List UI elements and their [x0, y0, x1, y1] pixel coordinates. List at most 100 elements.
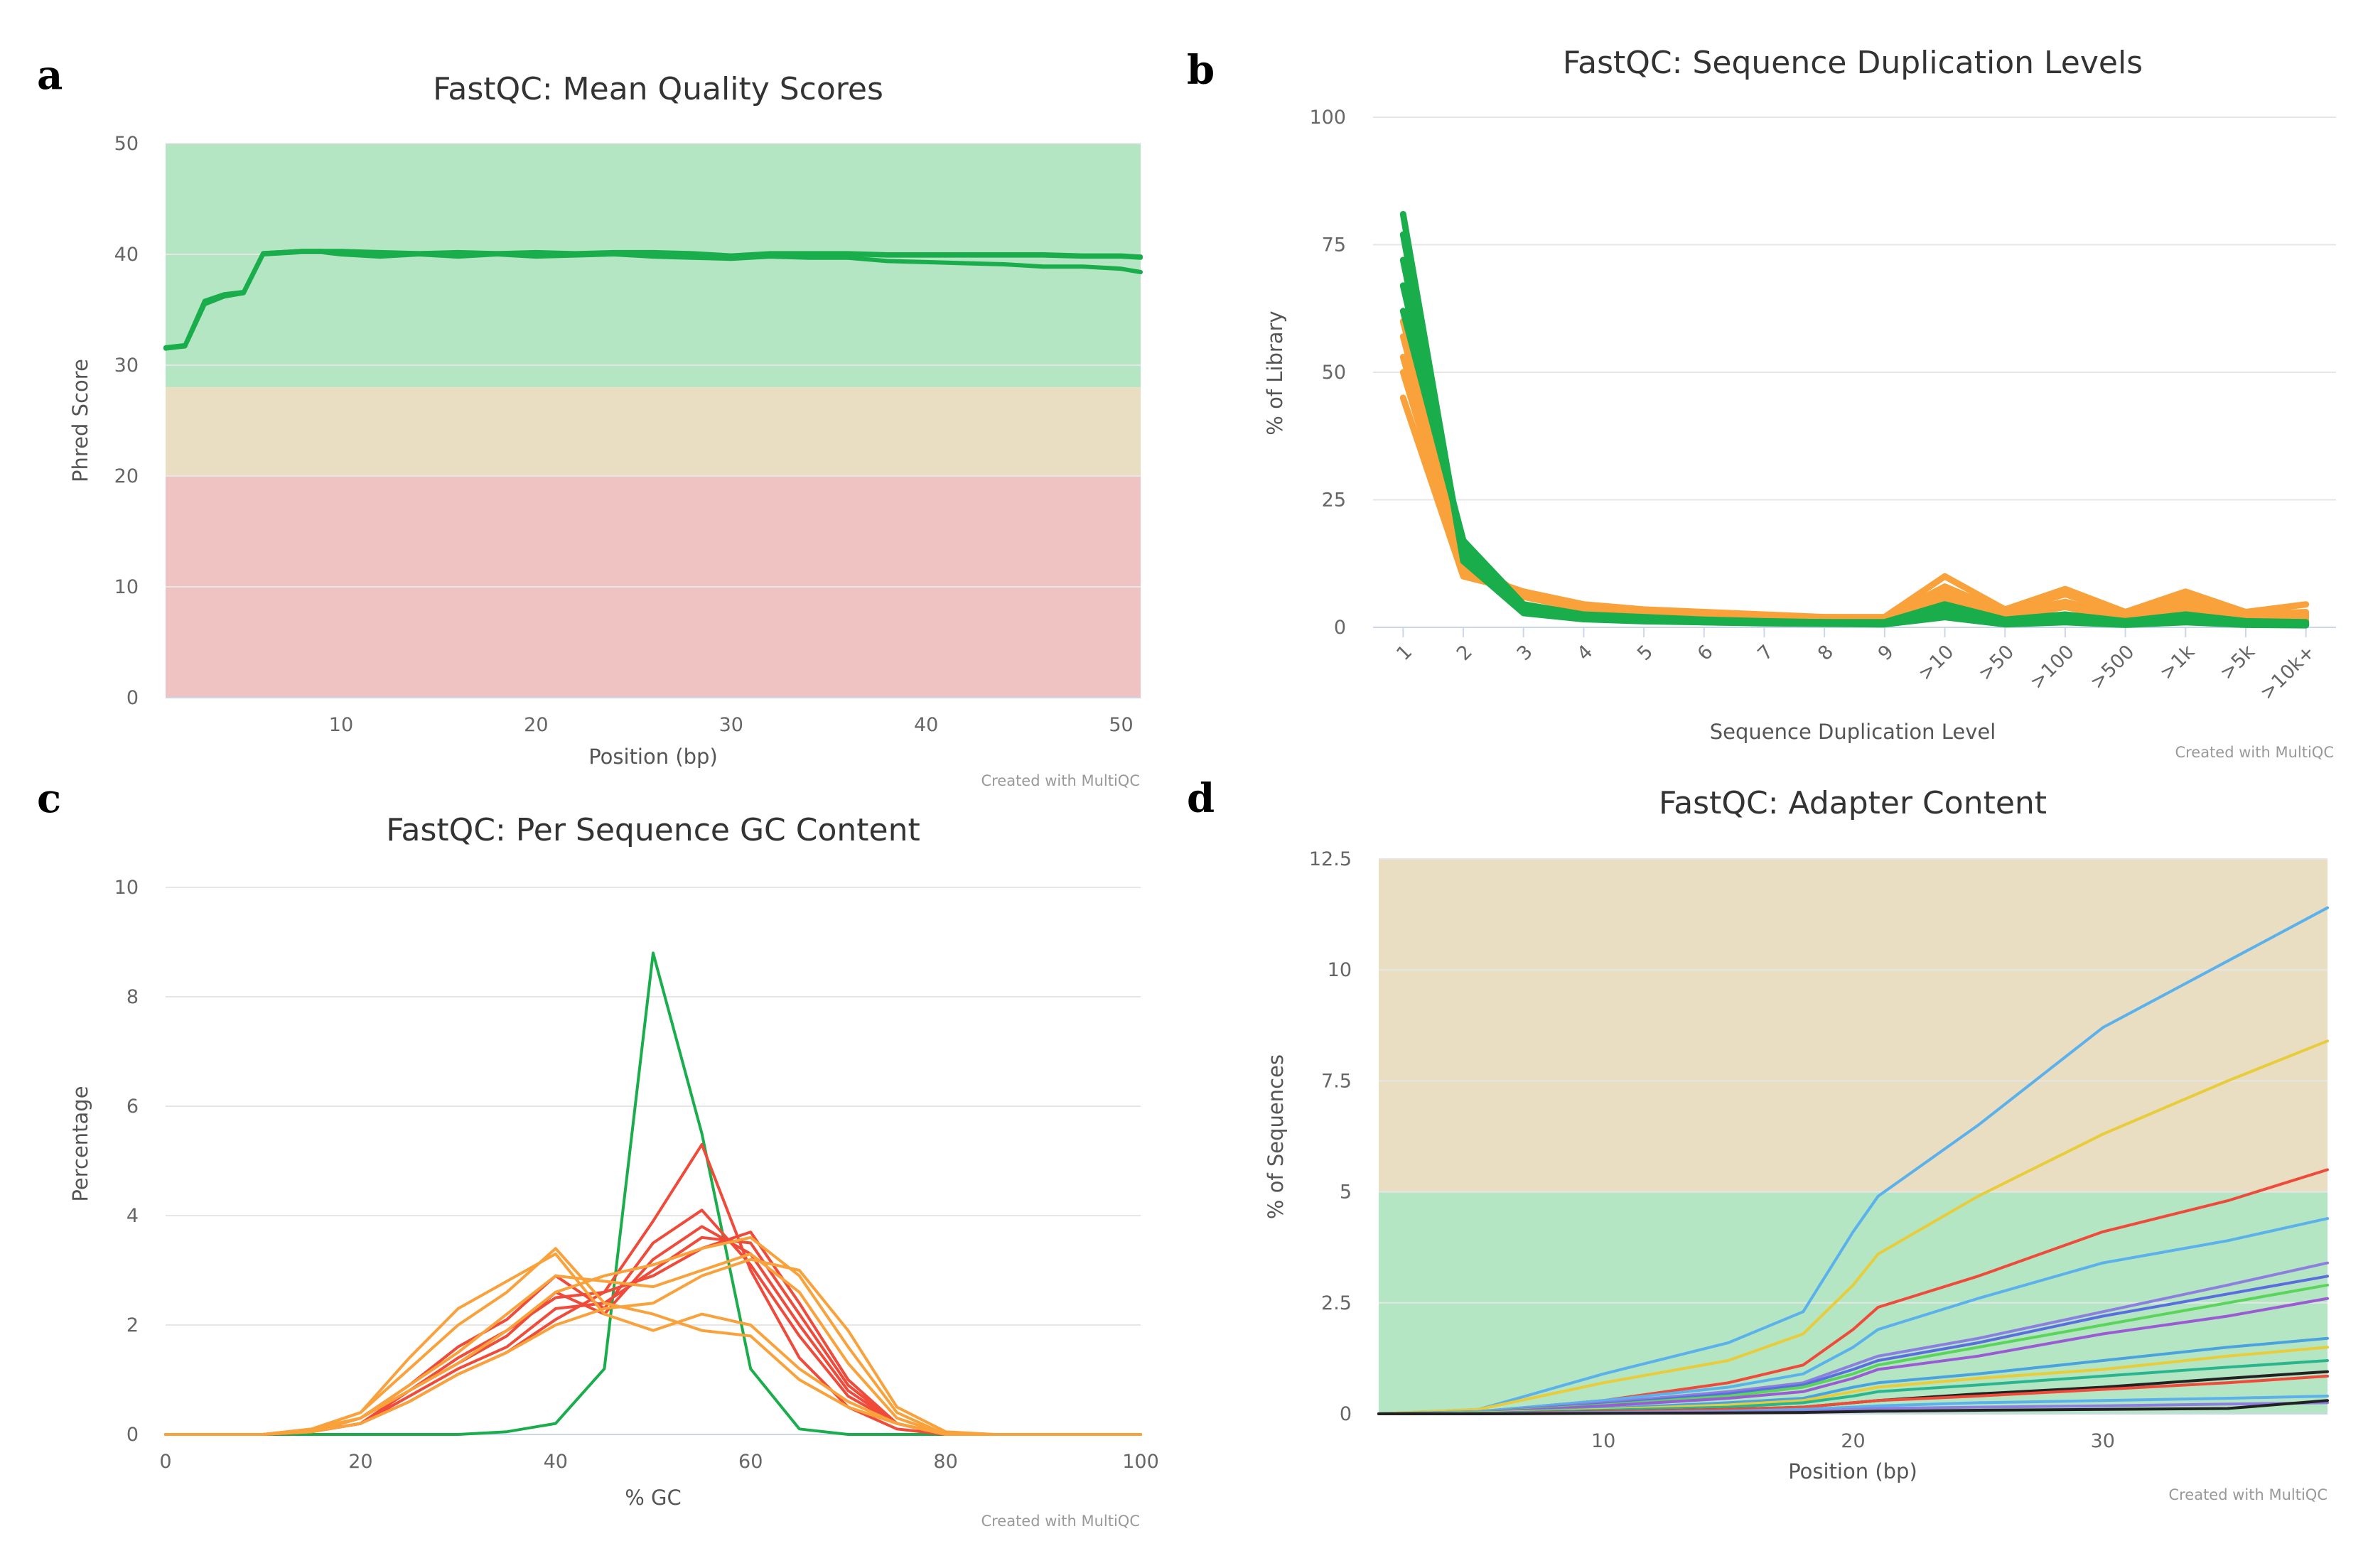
x-tick-label: >1k: [2156, 641, 2199, 684]
chart-title-c: FastQC: Per Sequence GC Content: [386, 812, 920, 848]
x-tick-label: >100: [2025, 641, 2078, 693]
y-tick-label: 10: [114, 877, 139, 899]
x-tick-label: 0: [159, 1451, 171, 1473]
series-line-c-green-1[interactable]: [164, 951, 1142, 1436]
y-axis-label-c: Percentage: [68, 1086, 92, 1201]
y-tick-label: 5: [1340, 1182, 1352, 1204]
x-tick-label: 8: [1814, 641, 1838, 665]
credit-c: Created with MultiQC: [981, 1513, 1140, 1530]
band-a-1: [166, 387, 1141, 476]
y-tick-label: 2: [127, 1314, 139, 1336]
x-tick-label: 40: [914, 714, 938, 736]
series-line-b-green-4[interactable]: [1399, 231, 2310, 628]
y-tick-label: 20: [114, 465, 139, 487]
x-tick-label: 10: [1591, 1430, 1615, 1452]
x-tick-label: 9: [1874, 641, 1898, 665]
x-tick-label: 20: [348, 1451, 372, 1473]
series-line-d-s8[interactable]: [1377, 1297, 2329, 1415]
chart-title-a: FastQC: Mean Quality Scores: [433, 71, 883, 107]
series-line-b-green-5[interactable]: [1399, 210, 2310, 629]
series-line-b-green-3[interactable]: [1399, 256, 2310, 628]
y-tick-label: 0: [1334, 617, 1346, 639]
y-tick-label: 12.5: [1309, 848, 1352, 870]
series-line-c-red-5[interactable]: [164, 1231, 1142, 1436]
y-tick-label: 30: [114, 355, 139, 377]
x-tick-label: 40: [544, 1451, 568, 1473]
x-tick-label: 6: [1694, 641, 1718, 665]
y-axis-label-a: Phred Score: [68, 359, 92, 482]
series-line-b-green-1[interactable]: [1399, 308, 2310, 626]
y-tick-label: 25: [1322, 490, 1346, 512]
y-tick-label: 75: [1322, 234, 1346, 256]
x-tick-label: 30: [719, 714, 743, 736]
series-line-c-orange-3[interactable]: [164, 1252, 1142, 1436]
panel-letter-d: d: [1187, 775, 1215, 822]
series-line-b-orange-4[interactable]: [1399, 333, 2310, 623]
y-tick-label: 100: [1309, 107, 1346, 129]
x-tick-label: >5k: [2216, 641, 2259, 684]
x-tick-label: >50: [1974, 641, 2018, 685]
series-line-b-orange-5[interactable]: [1399, 318, 2310, 625]
y-tick-label: 0: [1340, 1403, 1352, 1425]
series-line-c-orange-4[interactable]: [164, 1236, 1142, 1436]
y-tick-label: 7.5: [1321, 1070, 1352, 1092]
series-line-d-s2[interactable]: [1377, 1039, 2329, 1415]
series-line-c-red-2[interactable]: [164, 1209, 1142, 1436]
y-tick-label: 50: [1322, 362, 1346, 384]
series-line-c-red-4[interactable]: [164, 1236, 1142, 1436]
x-tick-label: 3: [1513, 641, 1537, 665]
series-line-d-s4[interactable]: [1377, 1217, 2329, 1415]
x-tick-label: 5: [1633, 641, 1657, 665]
series-line-b-orange-2[interactable]: [1399, 369, 2310, 622]
series-line-b-orange-1[interactable]: [1399, 394, 2310, 621]
series-line-d-s16[interactable]: [1377, 1399, 2329, 1415]
x-tick-label: 7: [1753, 641, 1777, 665]
y-tick-label: 50: [114, 133, 139, 155]
series-line-b-orange-3[interactable]: [1399, 354, 2310, 623]
x-tick-label: 10: [329, 714, 353, 736]
y-axis-label-d: % of Sequences: [1264, 1054, 1288, 1219]
x-tick-label: 100: [1122, 1451, 1159, 1473]
x-tick-label: 20: [524, 714, 548, 736]
series-line-d-s1[interactable]: [1377, 906, 2329, 1415]
panel-d: d FastQC: Adapter Content 0 2.5 5 7.5 10 12.5 10…: [1187, 775, 2329, 1503]
series-line-c-orange-1[interactable]: [164, 1252, 1142, 1436]
x-axis-label-a: Position (bp): [588, 745, 718, 769]
x-tick-label: 4: [1573, 641, 1597, 665]
x-tick-label: 50: [1109, 714, 1133, 736]
y-tick-label: 10: [114, 576, 139, 598]
y-tick-label: 4: [127, 1205, 139, 1227]
credit-a: Created with MultiQC: [981, 772, 1140, 789]
series-line-a-sample-3[interactable]: [163, 249, 1143, 350]
panel-letter-c: c: [37, 775, 61, 822]
x-axis-label-b: Sequence Duplication Level: [1710, 720, 1996, 744]
credit-b: Created with MultiQC: [2175, 744, 2334, 761]
panel-a: a FastQC: Mean Quality Scores 0 10 20 30 40 50 1…: [37, 52, 1143, 789]
x-tick-label: 60: [738, 1451, 763, 1473]
panel-b: b FastQC: Sequence Duplication Levels0255…: [1187, 45, 2336, 761]
x-tick-label: 20: [1841, 1430, 1865, 1452]
y-tick-label: 10: [1328, 959, 1352, 981]
y-axis-label-b: % of Library: [1263, 310, 1287, 435]
x-tick-label: >500: [2086, 641, 2138, 693]
y-tick-label: 40: [114, 244, 139, 266]
credit-d: Created with MultiQC: [2168, 1486, 2327, 1503]
y-tick-label: 0: [127, 1424, 139, 1446]
x-tick-label: 2: [1453, 641, 1477, 665]
series-line-c-red-1[interactable]: [164, 1142, 1142, 1436]
chart-title-b: FastQC: Sequence Duplication Levels: [1563, 45, 2143, 81]
panel-letter-b: b: [1187, 47, 1215, 94]
series-line-c-orange-5[interactable]: [164, 1258, 1142, 1436]
x-tick-label: 80: [933, 1451, 957, 1473]
y-tick-label: 0: [127, 687, 139, 709]
x-tick-label: 30: [2091, 1430, 2115, 1452]
y-tick-label: 8: [127, 986, 139, 1008]
series-line-b-green-2[interactable]: [1399, 282, 2310, 627]
x-tick-label: >10k+: [2256, 641, 2319, 704]
x-axis-label-d: Position (bp): [1788, 1459, 1917, 1483]
x-tick-label: 1: [1392, 641, 1416, 665]
band-d-0: [1379, 859, 2327, 1192]
x-axis-label-c: % GC: [625, 1486, 682, 1510]
